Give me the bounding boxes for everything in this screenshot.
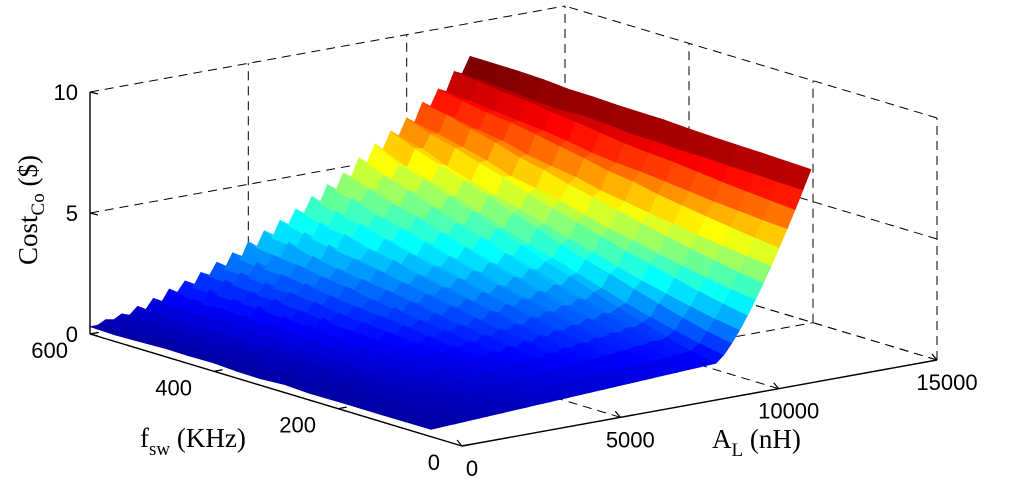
z-axis-title: CostCo ($) <box>13 155 49 265</box>
x-tick-label: 5000 <box>606 427 655 452</box>
x-tick-mark <box>773 382 780 390</box>
y-axis-line <box>89 333 463 447</box>
y-axis-title-main: f <box>140 423 149 453</box>
x-tick-mark <box>614 410 621 418</box>
y-tick-label: 0 <box>428 450 440 475</box>
x-axis-title: AL (nH) <box>712 424 801 461</box>
y-tick-mark <box>213 369 223 372</box>
y-axis-title: fsw (KHz) <box>140 423 246 460</box>
z-tick-mark <box>89 91 99 95</box>
z-axis-title-main: Cost <box>13 215 43 265</box>
x-tick-label: 15000 <box>916 370 977 395</box>
y-tick-label: 200 <box>279 413 316 438</box>
y-axis-title-unit: (KHz) <box>170 423 246 453</box>
z-tick-mark <box>89 333 99 337</box>
z-axis-title-unit: ($) <box>13 155 43 193</box>
y-tick-label: 400 <box>155 375 192 400</box>
x-tick-mark <box>931 353 938 361</box>
axes <box>89 91 938 447</box>
surface-plot <box>88 55 812 430</box>
z-tick-mark <box>89 212 99 216</box>
grid-line-rightwall-z <box>564 5 938 119</box>
z-axis-title-sub: Co <box>28 193 49 215</box>
grid-line-backwall-z <box>89 126 566 214</box>
x-tick-label: 10000 <box>758 399 819 424</box>
z-tick-label: 5 <box>66 201 78 226</box>
surface-patch <box>778 160 812 191</box>
x-tick-mark <box>456 439 463 447</box>
y-tick-mark <box>337 406 347 410</box>
grid-line-backwall-z <box>89 5 566 93</box>
y-tick-label: 600 <box>31 338 68 363</box>
x-axis-title-unit: (nH) <box>743 424 801 454</box>
x-axis-title-sub: L <box>732 440 744 461</box>
y-tick-mark <box>461 443 471 447</box>
x-axis-title-main: A <box>712 424 732 454</box>
x-tick-label: 0 <box>466 456 478 480</box>
z-tick-label: 10 <box>54 80 78 105</box>
y-axis-title-sub: sw <box>149 439 170 460</box>
x-axis-line <box>461 359 938 447</box>
z-tick-label: 0 <box>66 322 78 347</box>
